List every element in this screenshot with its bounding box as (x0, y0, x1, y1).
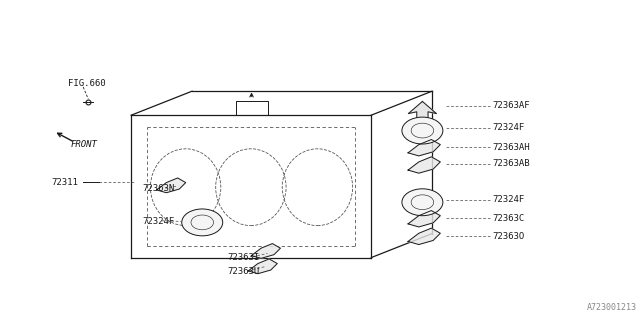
Text: 72363C: 72363C (493, 214, 525, 223)
Text: 72363U: 72363U (227, 267, 259, 276)
Polygon shape (252, 244, 280, 258)
Text: 72363O: 72363O (493, 232, 525, 241)
Text: 72324F: 72324F (142, 217, 174, 226)
Text: A723001213: A723001213 (587, 303, 637, 312)
Text: 72363I: 72363I (227, 253, 259, 262)
Text: 72363AB: 72363AB (493, 159, 531, 168)
Polygon shape (248, 259, 277, 274)
Polygon shape (157, 178, 186, 193)
Polygon shape (408, 101, 436, 120)
Polygon shape (408, 211, 440, 227)
Text: 72363N: 72363N (142, 184, 174, 193)
Text: 72363AH: 72363AH (493, 143, 531, 152)
Text: FIG.660: FIG.660 (68, 79, 106, 88)
Ellipse shape (402, 189, 443, 216)
Ellipse shape (182, 209, 223, 236)
Text: FRONT: FRONT (70, 140, 97, 149)
Text: 72324F: 72324F (493, 124, 525, 132)
Polygon shape (408, 140, 440, 156)
Text: 72324F: 72324F (493, 196, 525, 204)
Text: 72363AF: 72363AF (493, 101, 531, 110)
Ellipse shape (402, 117, 443, 144)
Polygon shape (408, 157, 440, 173)
Polygon shape (408, 228, 440, 244)
Text: 72311: 72311 (51, 178, 78, 187)
